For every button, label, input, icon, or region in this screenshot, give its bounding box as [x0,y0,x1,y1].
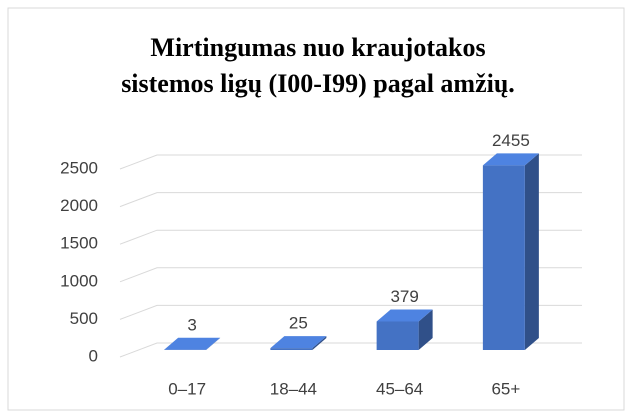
y-tick-label: 0 [89,346,98,365]
bar [376,309,433,350]
grid-line [119,154,582,170]
bar-side [418,309,433,350]
bar [270,336,327,350]
data-label: 379 [390,287,418,306]
bar-side [524,153,539,350]
bar-side [312,336,327,350]
bar-front [270,348,313,350]
bar [482,153,539,350]
x-tick-label: 45–64 [376,379,423,398]
data-label: 3 [187,315,196,334]
bar [164,337,221,350]
grid-line [119,267,582,283]
x-tick-label: 65+ [491,379,520,398]
y-tick-label: 1000 [60,271,98,290]
grid-line [119,342,582,358]
grid-line [119,192,582,208]
bar-front [376,321,419,350]
data-label: 25 [289,314,308,333]
x-tick-label: 18–44 [270,379,317,398]
bar-top [482,153,539,166]
bar-top [164,337,221,350]
data-label: 2455 [492,131,530,150]
y-tick-label: 500 [70,309,98,328]
y-tick-label: 1500 [60,234,98,253]
chart-title: Mirtingumas nuo kraujotakos [150,33,485,62]
x-tick-label: 0–17 [168,379,206,398]
y-tick-label: 2000 [60,196,98,215]
bar-side [206,337,221,350]
bar-top [376,309,433,322]
bar-top [270,336,327,349]
grid-line [119,304,582,320]
grid-line [119,229,582,245]
bar-front [482,165,525,350]
chart-title: sistemos ligų (I00-I99) pagal amžių. [121,69,515,98]
y-tick-label: 2500 [60,158,98,177]
